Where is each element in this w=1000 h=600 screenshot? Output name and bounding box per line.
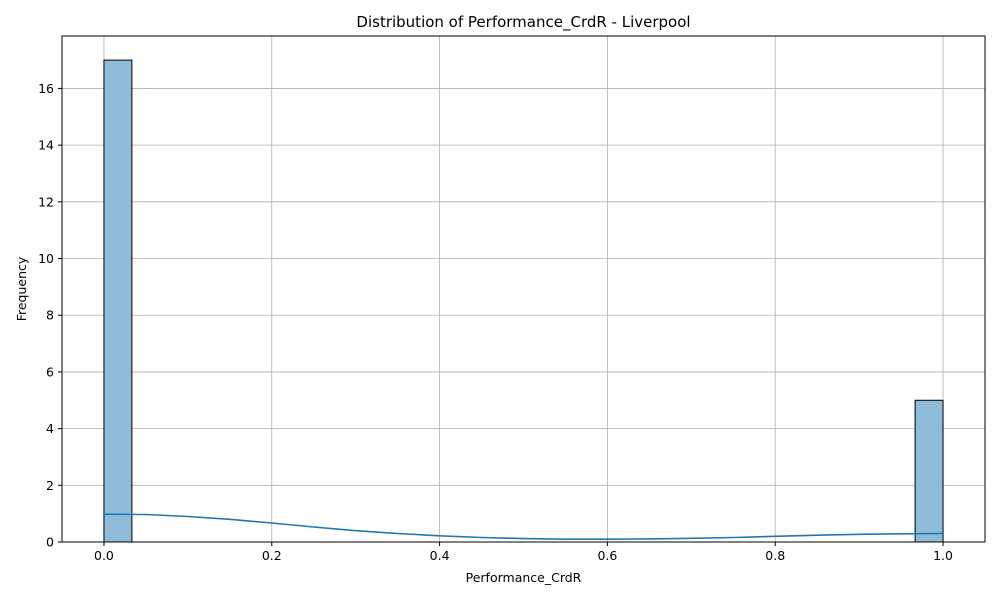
- plot-frame: [61, 35, 986, 543]
- y-tick-label-2: 4: [46, 421, 54, 436]
- y-tick-label-6: 12: [38, 194, 54, 209]
- x-tick-label-4: 0.8: [765, 548, 785, 563]
- x-tick-label-3: 0.6: [597, 548, 617, 563]
- y-tick-label-0: 0: [46, 535, 54, 550]
- x-tick-label-5: 1.0: [933, 548, 953, 563]
- x-tick-label-1: 0.2: [262, 548, 282, 563]
- x-tick-label-0: 0.0: [94, 548, 114, 563]
- y-axis-label: Frequency: [14, 256, 29, 321]
- x-axis-ticks: 0.0 0.2 0.4 0.6 0.8 1.0: [94, 542, 953, 563]
- x-tick-label-2: 0.4: [430, 548, 450, 563]
- histogram-bar-1: [914, 399, 944, 543]
- y-tick-label-3: 6: [46, 364, 54, 379]
- histogram-bars: [103, 59, 944, 543]
- x-axis-label: Performance_CrdR: [466, 570, 582, 585]
- y-tick-label-7: 14: [38, 138, 54, 153]
- histogram-bar-0: [103, 59, 133, 543]
- chart-title: Distribution of Performance_CrdR - Liver…: [356, 13, 690, 32]
- y-tick-label-5: 10: [38, 251, 54, 266]
- y-tick-label-4: 8: [46, 308, 54, 323]
- y-axis-ticks: 0 2 4 6 8 10 12 14 16: [38, 81, 62, 550]
- y-tick-label-8: 16: [38, 81, 54, 96]
- y-tick-label-1: 2: [46, 478, 54, 493]
- grid-lines: [62, 36, 985, 543]
- kde-curve: [103, 513, 944, 540]
